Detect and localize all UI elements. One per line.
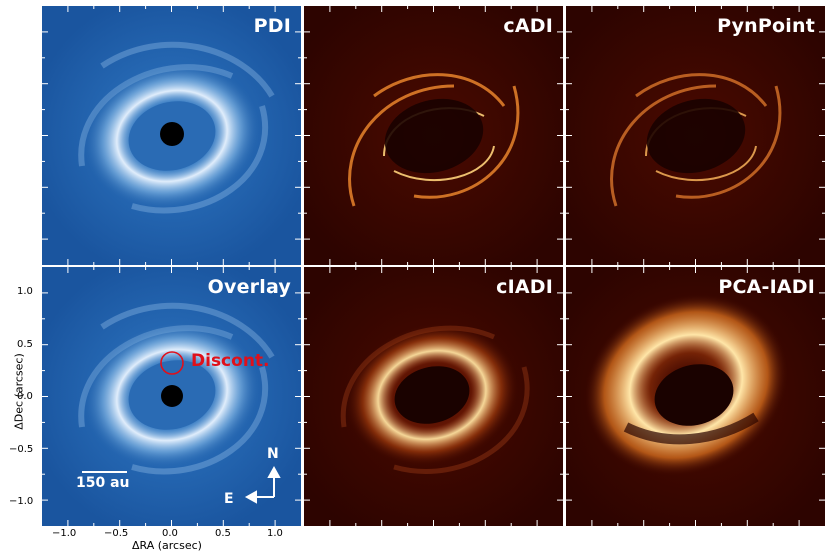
ytick-label: −0.5 [9, 444, 34, 455]
ytick-label: 0.5 [17, 339, 33, 350]
panel-pca: PCA-IADI [566, 267, 825, 526]
xtick-label: −1.0 [52, 528, 77, 539]
xtick-label: 1.0 [267, 528, 283, 539]
y-axis-label: ΔDec (arcsec) [12, 353, 26, 430]
panel-title-pynpoint: PynPoint [717, 15, 815, 37]
discontinuity-label: Discont. [191, 351, 270, 371]
pca-image [566, 267, 825, 526]
panel-title-cladi: cIADI [496, 276, 553, 298]
pdi-image [42, 6, 301, 265]
panel-title-overlay: Overlay [207, 276, 291, 298]
xtick-label: 0.5 [215, 528, 231, 539]
panel-cadi: cADI [304, 6, 563, 265]
panel-cladi: cIADI [304, 267, 563, 526]
xtick-label: −0.5 [104, 528, 129, 539]
ytick-label: 1.0 [17, 286, 33, 297]
x-axis-label: ΔRA (arcsec) [132, 539, 202, 552]
panel-title-pca: PCA-IADI [718, 276, 815, 298]
ytick-label: −1.0 [9, 496, 34, 507]
overlay-image [42, 267, 301, 526]
cladi-image [304, 267, 563, 526]
xtick-label: 0.0 [162, 528, 178, 539]
east-label: E [224, 491, 234, 507]
ytick-label: 0.0 [17, 391, 33, 402]
panel-overlay: Overlay [42, 267, 301, 526]
discontinuity-marker [160, 351, 184, 375]
north-label: N [267, 446, 279, 462]
cadi-image [304, 6, 563, 265]
scale-bar-label: 150 au [76, 475, 130, 491]
panel-title-pdi: PDI [253, 15, 291, 37]
panel-pdi: PDI [42, 6, 301, 265]
compass-arrows [244, 465, 281, 504]
panel-pynpoint: PynPoint [566, 6, 825, 265]
panel-title-cadi: cADI [503, 15, 553, 37]
pynpoint-image [566, 6, 825, 265]
